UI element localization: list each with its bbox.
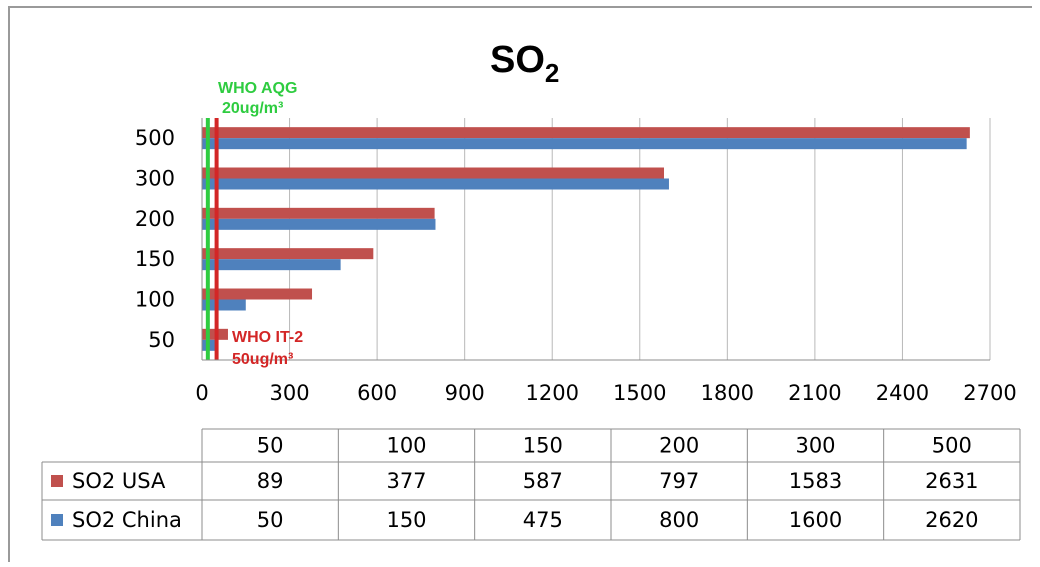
table-cell: 377: [386, 469, 426, 493]
legend-swatch: [51, 475, 63, 487]
chart-title-main: SO: [490, 39, 545, 81]
x-tick-label: 2100: [788, 381, 841, 405]
y-tick-label: 50: [148, 328, 175, 352]
bar-so2-china-150: [202, 259, 341, 271]
chart-title: SO2: [490, 39, 559, 88]
bar-so2-usa-300: [202, 167, 665, 179]
table-cell: 587: [523, 469, 563, 493]
table-header-cell: 500: [932, 434, 972, 458]
bar-so2-china-300: [202, 178, 669, 190]
y-tick-label: 200: [135, 207, 175, 231]
x-tick-label: 2400: [876, 381, 929, 405]
x-tick-label: 2700: [963, 381, 1016, 405]
table-cell: 89: [257, 469, 284, 493]
legend-label: SO2 China: [72, 508, 182, 532]
x-tick-label: 1500: [613, 381, 666, 405]
x-tick-label: 1200: [525, 381, 578, 405]
table-header-cell: 150: [523, 434, 563, 458]
grid-lines: [289, 118, 991, 360]
who-it2-line: [214, 118, 219, 360]
legend-label: SO2 USA: [72, 469, 166, 493]
table-cell: 797: [659, 469, 699, 493]
bar-so2-china-500: [202, 138, 967, 150]
who-aqg-value: 20ug/m³: [222, 100, 283, 117]
table-cell: 2620: [925, 508, 978, 532]
y-tick-label: 300: [135, 167, 175, 191]
x-tick-label: 600: [357, 381, 397, 405]
x-tick-label: 900: [445, 381, 485, 405]
bar-so2-usa-150: [202, 248, 374, 260]
y-tick-label: 500: [135, 126, 175, 150]
table-cell: 2631: [925, 469, 978, 493]
x-tick-labels: 0 300 600 900 1200 1500 1800 2100 2400 2700: [195, 381, 1016, 405]
reference-lines: [205, 118, 219, 360]
table-cell: 150: [386, 508, 426, 532]
bar-so2-usa-200: [202, 207, 435, 219]
y-tick-labels: 50 100 150 200 300 500: [135, 126, 175, 352]
axes: [201, 118, 990, 361]
bar-so2-china-200: [202, 218, 436, 230]
x-tick-label: 300: [270, 381, 310, 405]
table-header-cell: 50: [257, 434, 284, 458]
table-cell: 1600: [789, 508, 842, 532]
table-cell: 1583: [789, 469, 842, 493]
table-header-cell: 200: [659, 434, 699, 458]
chart-title-subscript: 2: [545, 58, 559, 88]
chart-frame: [8, 6, 1032, 562]
bar-so2-usa-500: [202, 127, 970, 139]
data-table: 50 100 150 200 300 500 SO2 USA 89 377 587 797 1583 2…: [41, 428, 1021, 541]
table-header-cell: 100: [386, 434, 426, 458]
table-cell: 475: [523, 508, 563, 532]
table-header-cell: 300: [795, 434, 835, 458]
who-it2-label: WHO IT-2: [232, 329, 303, 346]
y-tick-label: 150: [135, 247, 175, 271]
table-cell: 800: [659, 508, 699, 532]
y-tick-label: 100: [135, 288, 175, 312]
legend-swatch: [51, 514, 63, 526]
annotations: WHO AQG 20ug/m³ WHO IT-2 50ug/m³: [218, 80, 303, 368]
who-it2-value: 50ug/m³: [232, 351, 293, 368]
bars: [202, 127, 970, 351]
bar-so2-usa-100: [202, 288, 313, 300]
who-aqg-line: [205, 118, 210, 360]
x-tick-label: 0: [195, 381, 208, 405]
bar-so2-china-100: [202, 299, 246, 311]
table-cell: 50: [257, 508, 284, 532]
x-tick-label: 1800: [701, 381, 754, 405]
who-aqg-label: WHO AQG: [218, 80, 297, 97]
